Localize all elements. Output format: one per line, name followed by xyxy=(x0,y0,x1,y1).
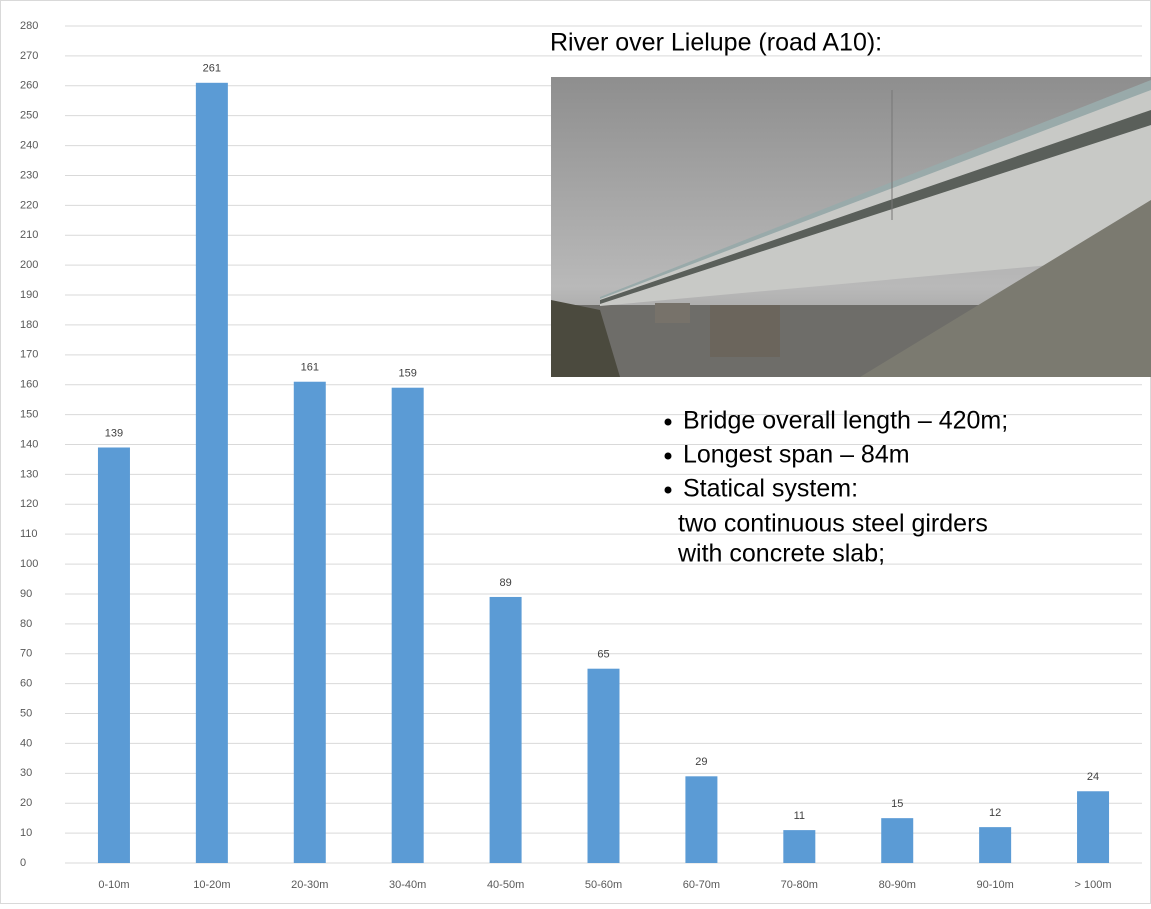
annotation-heading: River over Lielupe (road A10): xyxy=(550,29,882,57)
y-tick-label: 10 xyxy=(20,827,32,839)
bar xyxy=(391,387,424,863)
y-tick-label: 60 xyxy=(20,678,32,690)
x-tick-label: 70-80m xyxy=(781,879,818,891)
bullet-text: Bridge overall length – 420m; xyxy=(683,407,1008,435)
value-label: 11 xyxy=(794,810,805,822)
y-tick-label: 230 xyxy=(20,169,38,181)
y-tick-label: 90 xyxy=(20,588,32,600)
y-tick-label: 150 xyxy=(20,409,38,421)
x-tick-label: 90-10m xyxy=(976,879,1013,891)
y-tick-label: 250 xyxy=(20,110,38,122)
bar xyxy=(685,776,718,863)
y-tick-label: 30 xyxy=(20,767,32,779)
x-tick-label: 80-90m xyxy=(879,879,916,891)
y-tick-label: 200 xyxy=(20,259,38,271)
y-tick-label: 70 xyxy=(20,648,32,660)
x-tick-label: 60-70m xyxy=(683,879,720,891)
y-tick-label: 220 xyxy=(20,199,38,211)
value-label: 139 xyxy=(105,427,123,439)
value-label: 161 xyxy=(301,362,319,374)
y-tick-label: 180 xyxy=(20,319,38,331)
value-label: 89 xyxy=(499,577,511,589)
x-tick-label: > 100m xyxy=(1075,879,1112,891)
value-label: 261 xyxy=(203,63,221,75)
bar xyxy=(881,818,914,863)
y-tick-label: 140 xyxy=(20,438,38,450)
bullet-dot xyxy=(664,486,672,494)
value-label: 29 xyxy=(695,756,707,768)
value-label: 159 xyxy=(399,368,417,380)
y-tick-label: 260 xyxy=(20,80,38,92)
y-tick-label: 80 xyxy=(20,618,32,630)
y-tick-label: 110 xyxy=(20,528,38,540)
bar xyxy=(783,830,816,863)
bullet-text: Statical system: xyxy=(683,475,858,503)
y-tick-label: 210 xyxy=(20,229,38,241)
value-label: 65 xyxy=(597,649,609,661)
bullet-continuation: two continuous steel girders xyxy=(678,510,988,538)
bar xyxy=(195,82,228,863)
value-label: 24 xyxy=(1087,771,1099,783)
y-tick-label: 120 xyxy=(20,498,38,510)
bar xyxy=(293,381,326,863)
y-tick-label: 130 xyxy=(20,468,38,480)
y-tick-label: 20 xyxy=(20,797,32,809)
x-tick-label: 0-10m xyxy=(98,879,129,891)
bar xyxy=(97,447,130,863)
y-tick-label: 50 xyxy=(20,707,32,719)
bar xyxy=(489,596,522,863)
y-tick-label: 170 xyxy=(20,349,38,361)
y-tick-label: 280 xyxy=(20,20,38,32)
bar xyxy=(1077,791,1110,863)
y-tick-label: 40 xyxy=(20,737,32,749)
value-label: 15 xyxy=(891,798,903,810)
annotation-notes: Bridge overall length – 420m; Longest spa… xyxy=(664,407,1008,568)
y-tick-label: 270 xyxy=(20,50,38,62)
x-tick-label: 40-50m xyxy=(487,879,524,891)
bullet-text: Longest span – 84m xyxy=(683,441,910,469)
x-tick-label: 30-40m xyxy=(389,879,426,891)
bullet-dot xyxy=(664,452,672,460)
y-tick-label: 190 xyxy=(20,289,38,301)
y-tick-label: 160 xyxy=(20,379,38,391)
bullet-dot xyxy=(664,418,672,426)
bridge-photo xyxy=(551,77,1151,377)
bar xyxy=(587,668,620,863)
x-tick-label: 20-30m xyxy=(291,879,328,891)
y-tick-label: 100 xyxy=(20,558,38,570)
y-tick-label: 0 xyxy=(20,857,26,869)
y-tick-label: 240 xyxy=(20,139,38,151)
bullet-continuation: with concrete slab; xyxy=(677,540,885,568)
x-tick-label: 10-20m xyxy=(193,879,230,891)
bar xyxy=(979,827,1012,863)
value-label: 12 xyxy=(989,807,1001,819)
x-tick-label: 50-60m xyxy=(585,879,622,891)
